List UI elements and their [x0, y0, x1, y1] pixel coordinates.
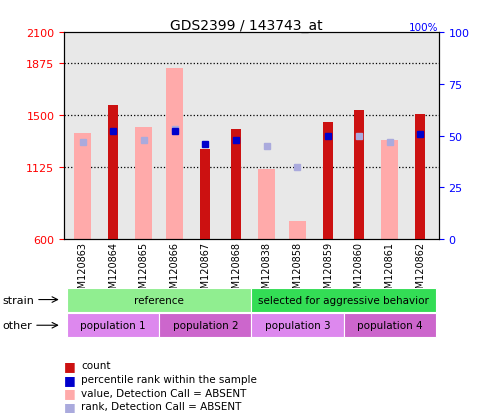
- Text: value, Detection Call = ABSENT: value, Detection Call = ABSENT: [81, 388, 246, 398]
- Bar: [108, 106, 118, 240]
- Bar: [136, 127, 152, 240]
- Bar: [231, 130, 241, 240]
- Text: ■: ■: [64, 400, 76, 413]
- Text: ■: ■: [64, 386, 76, 399]
- Text: population 3: population 3: [265, 320, 330, 330]
- Text: strain: strain: [2, 295, 35, 305]
- Bar: [166, 69, 183, 240]
- Text: 100%: 100%: [409, 23, 439, 33]
- Text: population 4: population 4: [357, 320, 423, 330]
- Text: count: count: [81, 361, 111, 370]
- Text: selected for aggressive behavior: selected for aggressive behavior: [258, 295, 429, 305]
- Bar: [416, 114, 425, 240]
- Bar: [381, 140, 398, 240]
- Bar: [354, 111, 364, 240]
- Text: population 1: population 1: [80, 320, 146, 330]
- Bar: [323, 123, 333, 240]
- Text: reference: reference: [135, 295, 184, 305]
- Text: other: other: [2, 320, 32, 330]
- Text: ■: ■: [64, 373, 76, 386]
- Text: GDS2399 / 143743_at: GDS2399 / 143743_at: [170, 19, 323, 33]
- Text: population 2: population 2: [173, 320, 238, 330]
- Text: percentile rank within the sample: percentile rank within the sample: [81, 374, 257, 384]
- Bar: [258, 169, 275, 240]
- Bar: [74, 133, 91, 240]
- Text: rank, Detection Call = ABSENT: rank, Detection Call = ABSENT: [81, 401, 242, 411]
- Text: ■: ■: [64, 359, 76, 372]
- Bar: [289, 222, 306, 240]
- Bar: [201, 150, 211, 240]
